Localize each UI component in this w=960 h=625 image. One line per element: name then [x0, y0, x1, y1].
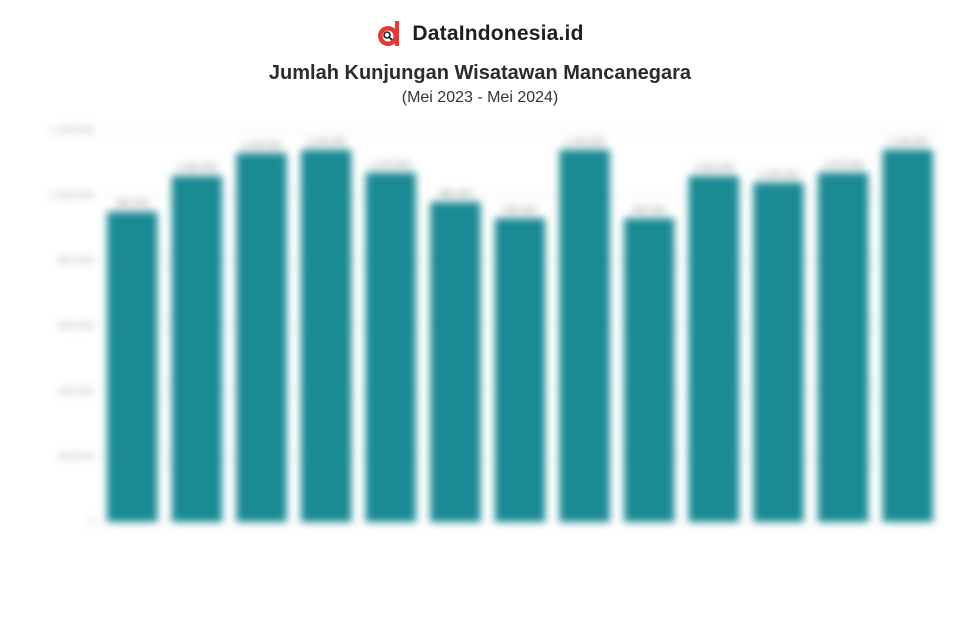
- y-tick-label: 1.200.000: [50, 125, 95, 136]
- data-label: 980.000: [439, 189, 472, 199]
- bar: [753, 182, 804, 522]
- bar: [430, 201, 481, 522]
- bar: [494, 218, 546, 522]
- data-label: 1.040.000: [758, 169, 798, 179]
- y-tick-label: 0: [88, 517, 94, 528]
- data-label: 1.070.000: [371, 159, 411, 169]
- brand-header: DataIndonesia.id: [0, 20, 960, 48]
- y-tick-label: 400.000: [58, 386, 95, 397]
- data-label: 950.000: [116, 199, 149, 209]
- bar: [882, 149, 933, 522]
- y-tick-label: 600.000: [58, 321, 95, 332]
- bar: [688, 175, 740, 522]
- bar-chart: 0 200.000 400.000 600.000 800.000 1.000.000 1.…: [0, 118, 960, 620]
- data-label: 1.140.000: [888, 137, 928, 147]
- data-label: 1.140.000: [306, 137, 346, 147]
- y-tick-label: 200.000: [58, 452, 95, 463]
- data-label: 930.000: [633, 205, 666, 215]
- chart-title: Jumlah Kunjungan Wisatawan Mancanegara: [268, 62, 692, 84]
- data-label: 1.140.000: [565, 137, 605, 147]
- bar: [624, 218, 675, 522]
- bar: [300, 149, 352, 522]
- dataindonesia-logo-icon: [378, 21, 400, 46]
- data-label: 1.070.000: [823, 159, 863, 169]
- bar: [107, 211, 158, 522]
- y-tick-label: 800.000: [58, 256, 95, 267]
- data-label: 1.060.000: [694, 163, 734, 173]
- chart-svg: 0 200.000 400.000 600.000 800.000 1.000.000 1.…: [50, 125, 940, 528]
- bar: [236, 152, 287, 522]
- data-label: 1.130.000: [242, 140, 282, 150]
- data-label: 930.000: [504, 205, 537, 215]
- bar: [817, 172, 869, 522]
- bar: [559, 149, 610, 522]
- chart-subtitle: (Mei 2023 - Mei 2024): [401, 89, 559, 106]
- data-label: 1.060.000: [177, 163, 217, 173]
- y-tick-label: 1.000.000: [50, 190, 95, 201]
- bar: [171, 175, 223, 522]
- bar: [365, 172, 416, 522]
- brand-name: DataIndonesia.id: [412, 22, 584, 45]
